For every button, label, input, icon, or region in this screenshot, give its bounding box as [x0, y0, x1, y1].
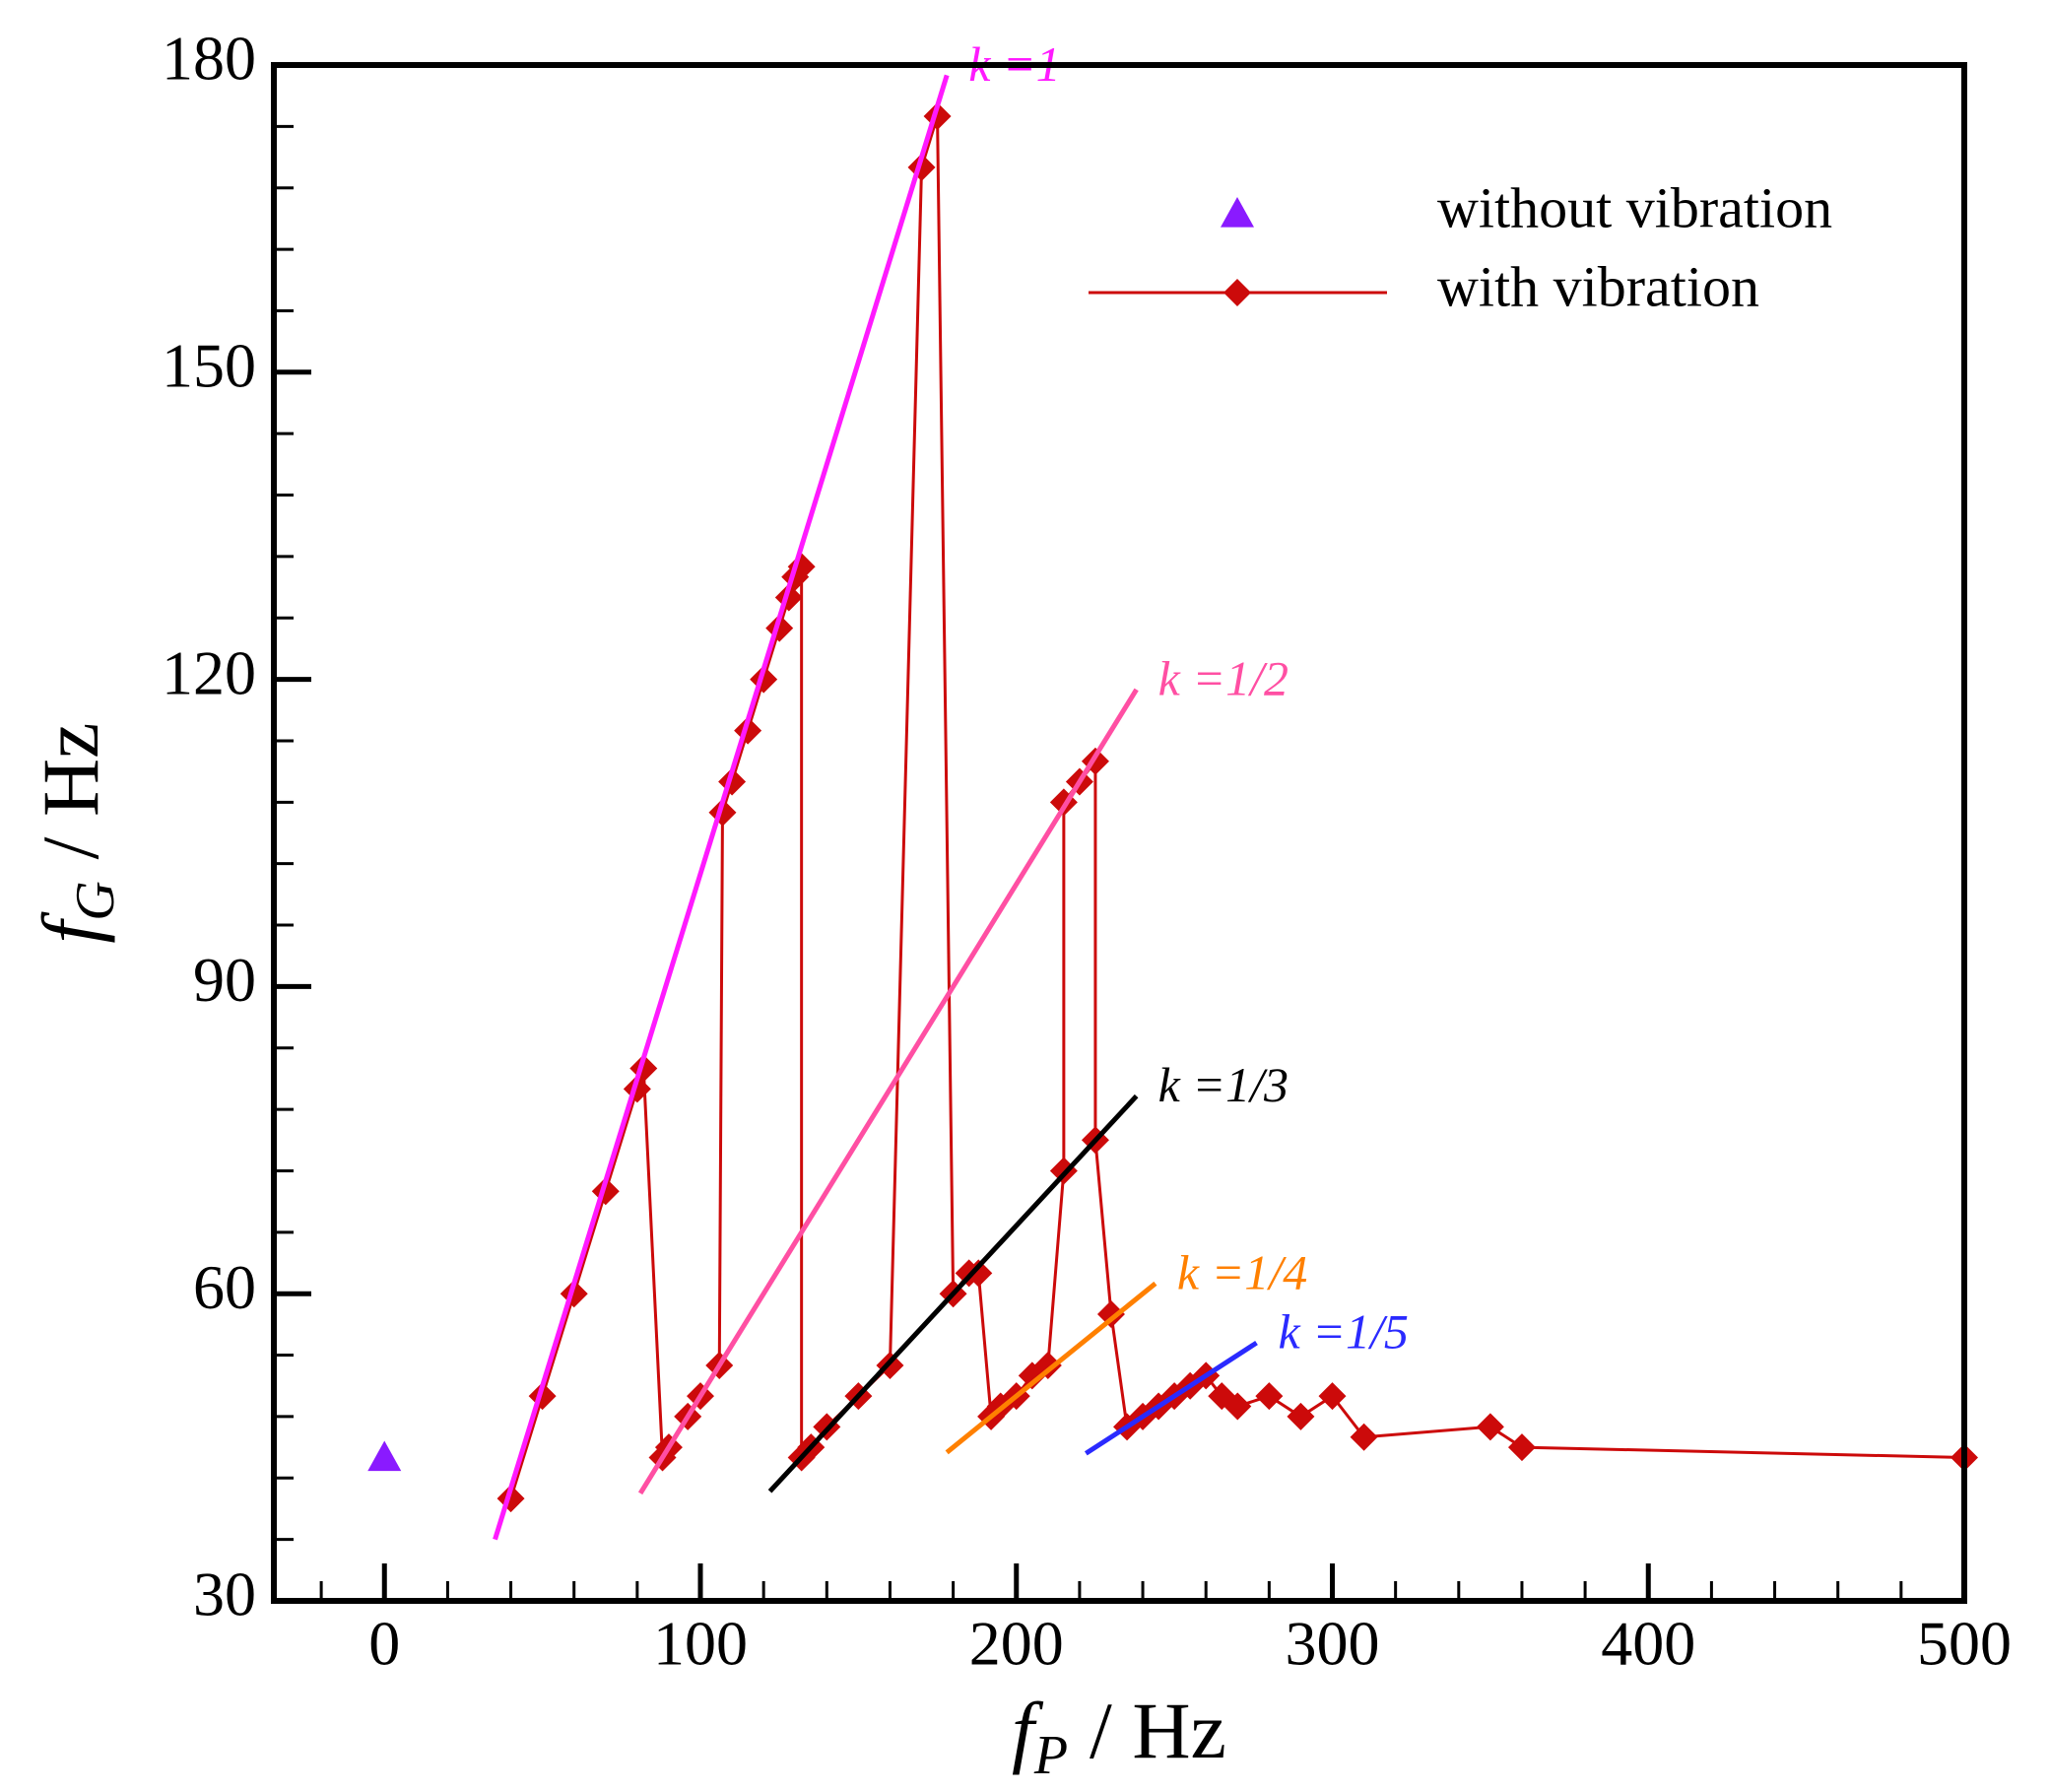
- x-tick-label: 100: [653, 1609, 748, 1679]
- diamond-marker: [1350, 1423, 1378, 1451]
- diamond-marker: [1033, 1351, 1062, 1379]
- legend-label: without vibration: [1437, 175, 1832, 239]
- fit-line: [637, 688, 1139, 1495]
- x-tick-label: 300: [1286, 1609, 1380, 1679]
- diamond-marker: [1287, 1402, 1315, 1430]
- line-label: k =1/3: [1158, 1057, 1289, 1112]
- y-tick-label: 60: [193, 1252, 256, 1322]
- x-tick-label: 400: [1601, 1609, 1695, 1679]
- diamond-marker: [1507, 1433, 1536, 1462]
- y-tick-label: 120: [162, 637, 256, 707]
- axis-subscript: G: [65, 881, 126, 920]
- line-label: k =1/4: [1177, 1244, 1307, 1299]
- diamond-marker: [1476, 1413, 1504, 1441]
- x-tick-label: 500: [1917, 1609, 2012, 1679]
- line-label: k =1/2: [1158, 650, 1289, 705]
- fit-line: [767, 1094, 1139, 1493]
- x-tick-label: 0: [368, 1609, 400, 1679]
- ylabel-axis-label: fG/ Hz: [26, 722, 126, 943]
- y-tick-label: 30: [193, 1560, 256, 1629]
- triangle-marker: [367, 1440, 402, 1472]
- diamond-marker: [1223, 279, 1251, 306]
- plot-frame: [271, 62, 1967, 1604]
- diamond-marker: [1096, 1299, 1125, 1328]
- xlabel-axis-label: fP / Hz: [1012, 1686, 1226, 1786]
- y-tick-label: 150: [162, 330, 256, 400]
- triangle-marker: [1221, 197, 1254, 228]
- y-tick-label: 90: [193, 945, 256, 1015]
- fit-line: [493, 74, 950, 1541]
- diamond-marker: [1255, 1382, 1284, 1411]
- line-label: k =1/5: [1279, 1304, 1409, 1360]
- diamond-marker: [1223, 1392, 1252, 1421]
- diamond-marker: [1318, 1382, 1347, 1411]
- axis-subscript: P: [1033, 1725, 1068, 1786]
- y-tick-label: 180: [162, 24, 256, 94]
- diamond-marker: [964, 1259, 993, 1288]
- axis-unit: / Hz: [1090, 1686, 1226, 1775]
- axis-unit: / Hz: [26, 722, 115, 859]
- legend-label: with vibration: [1437, 254, 1759, 318]
- fit-line: [1084, 1340, 1258, 1456]
- fit-line: [945, 1281, 1157, 1455]
- x-tick-label: 200: [969, 1609, 1064, 1679]
